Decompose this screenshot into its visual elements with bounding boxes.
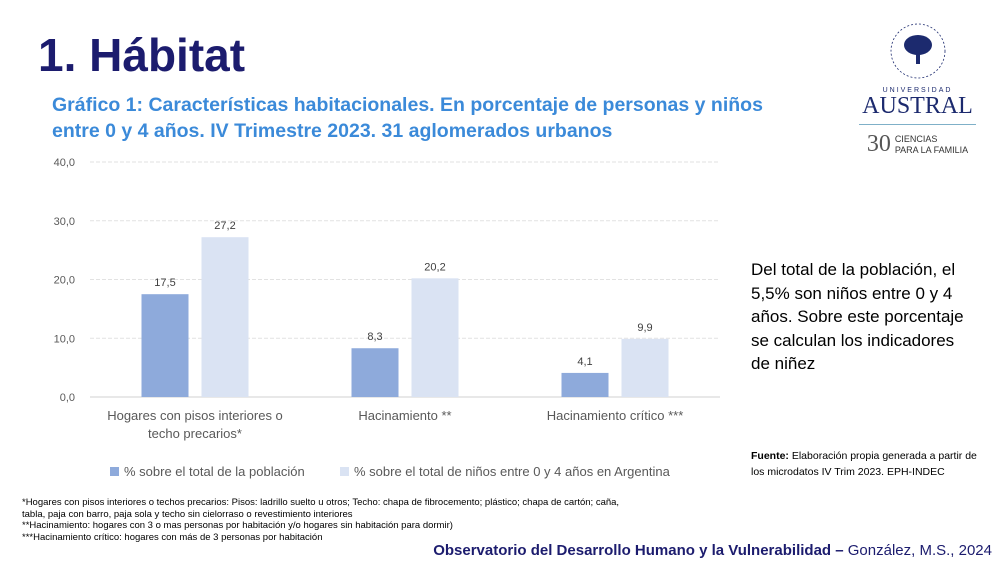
legend-label: % sobre el total de niños entre 0 y 4 añ… [354, 464, 671, 479]
footnote: ***Hacinamiento crítico: hogares con más… [22, 531, 323, 543]
tree-seal-icon [890, 23, 945, 79]
source-text: Elaboración propia generada a partir de … [751, 450, 977, 478]
data-label: 4,1 [577, 356, 592, 368]
footer-org: Observatorio del Desarrollo Humano y la … [433, 542, 848, 559]
footnotes: *Hogares con pisos interiores o techos p… [22, 497, 622, 543]
bar [201, 237, 249, 397]
y-tick-label: 0,0 [60, 392, 75, 404]
footnote: *Hogares con pisos interiores o techos p… [22, 497, 620, 520]
data-label: 9,9 [637, 322, 652, 334]
logo-tag1: CIENCIAS [894, 133, 938, 144]
data-label: 27,2 [214, 220, 235, 232]
x-tick-label: Hacinamiento ** [358, 408, 451, 423]
x-tick-label: techo precarios* [148, 426, 242, 441]
footer-author: González, M.S., 2024 [847, 542, 992, 559]
bar [411, 278, 459, 397]
footnote: **Hacinamiento: hogares con 3 o mas pers… [22, 520, 453, 531]
bar [561, 372, 609, 397]
bar [351, 348, 399, 397]
footer: Observatorio del Desarrollo Humano y la … [433, 542, 992, 559]
legend-label: % sobre el total de la población [124, 464, 305, 479]
bar [621, 338, 669, 397]
logo-name: AUSTRAL [862, 93, 973, 119]
side-note: Del total de la población, el 5,5% son n… [751, 260, 964, 373]
legend-swatch [110, 467, 119, 476]
x-tick-label: Hogares con pisos interiores o [107, 408, 283, 423]
logo-subtitle: UNIVERSIDAD [882, 87, 953, 94]
data-label: 20,2 [424, 261, 445, 273]
source-note: Fuente: Elaboración propia generada a pa… [751, 448, 991, 480]
data-label: 17,5 [154, 277, 175, 289]
y-tick-label: 20,0 [54, 275, 75, 287]
logo-years: 30 [866, 131, 891, 157]
y-tick-label: 30,0 [54, 216, 75, 228]
y-tick-label: 40,0 [54, 157, 75, 169]
university-logo: UNIVERSIDAD AUSTRAL 30 CIENCIAS PARA LA F… [855, 20, 980, 158]
logo-tag2: PARA LA FAMILIA [894, 144, 969, 155]
bar [141, 294, 189, 397]
page-title: 1. Hábitat [38, 29, 246, 81]
chart-title: Gráfico 1: Características habitacionale… [52, 94, 763, 142]
x-tick-label: Hacinamiento crítico *** [547, 408, 684, 423]
bar-chart: 0,0 10,0 20,0 30,0 40,0 17,5 27,2 Hogares con p… [54, 157, 720, 479]
source-label: Fuente: [751, 450, 789, 462]
data-label: 8,3 [367, 331, 382, 343]
legend-swatch [340, 467, 349, 476]
y-tick-label: 10,0 [54, 333, 75, 345]
